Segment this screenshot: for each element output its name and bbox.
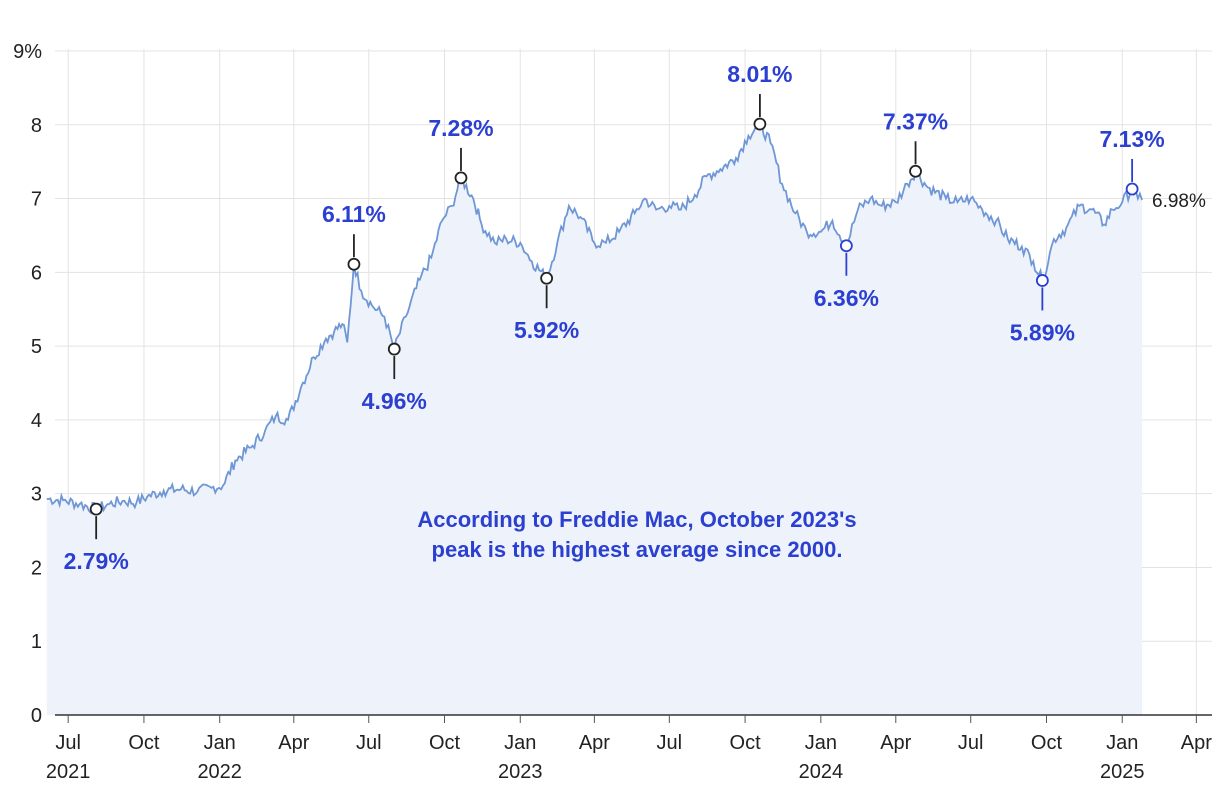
note-line: According to Freddie Mac, October 2023's [417,507,856,532]
y-tick-label: 7 [31,189,42,211]
annotation-2.79%: 2.79% [64,502,129,574]
annotation-8.01%: 8.01% [727,61,793,131]
annotation-marker [753,117,767,131]
y-tick-label: 0 [31,705,42,727]
y-tick-label: 2 [31,557,42,579]
x-tick-label: Jul [55,732,81,754]
annotation-marker [1035,274,1049,287]
annotation-marker [454,171,468,185]
annotation-label: 6.11% [322,201,386,227]
annotation-6.36%: 6.36% [814,239,879,311]
annotation-marker [1125,182,1139,196]
y-tick-label: 8 [31,115,42,137]
x-tick-label: Apr [278,732,309,754]
x-tick-label: Jan [805,732,837,754]
annotation-marker [839,239,853,253]
x-tick-year: 2021 [46,761,91,783]
x-tick-label: Jan [1106,732,1138,754]
x-tick-label: Apr [579,732,610,754]
annotation-label: 5.89% [1010,319,1075,345]
y-tick-label: 6 [31,262,42,284]
annotation-marker [540,271,554,285]
annotation-marker [387,342,401,356]
annotation-label: 7.13% [1100,126,1165,152]
annotation-4.96%: 4.96% [362,342,427,414]
series-area [46,120,1142,716]
x-tick-label: Jul [657,732,683,754]
x-tick-label: Jul [958,732,984,754]
x-tick-year: 2022 [197,761,242,783]
x-tick-year: 2025 [1100,761,1145,783]
annotation-label: 5.92% [514,317,579,343]
annotation-7.37%: 7.37% [883,108,948,178]
annotations: 2.79% 6.11% 4.96% 7.28% 5.92% 8.01% 6.36% 7.37%… [64,61,1165,574]
annotation-label: 2.79% [64,548,129,574]
x-tick-label: Oct [128,732,160,754]
x-tick-label: Jan [504,732,536,754]
annotation-7.28%: 7.28% [428,115,494,185]
y-tick-label: 5 [31,336,42,358]
annotation-label: 6.36% [814,285,879,311]
chart-note: According to Freddie Mac, October 2023's… [417,507,856,562]
x-tick-label: Jan [204,732,236,754]
annotation-marker [347,257,361,271]
annotation-5.92%: 5.92% [514,271,579,343]
annotation-label: 7.28% [428,115,493,141]
annotation-label: 8.01% [727,61,792,87]
x-tick-year: 2023 [498,761,543,783]
x-tick-label: Oct [730,732,762,754]
end-value: 6.98% [1152,191,1206,212]
x-tick-label: Jul [356,732,382,754]
annotation-7.13%: 7.13% [1100,126,1165,196]
x-tick-label: Oct [429,732,461,754]
x-tick-label: Oct [1031,732,1063,754]
x-tick-label: Apr [1181,732,1212,754]
y-tick-label: 1 [31,631,42,653]
annotation-5.89%: 5.89% [1010,274,1075,345]
x-tick-year: 2024 [799,761,844,783]
y-tick-label: 4 [31,410,42,432]
annotation-label: 4.96% [362,388,427,414]
annotation-marker [909,164,922,178]
y-tick-label: 9% [13,41,42,63]
note-line: peak is the highest average since 2000. [432,537,843,562]
y-axis-ticks: 9% 8 7 6 5 4 3 2 1 0 [13,41,42,727]
annotation-6.11%: 6.11% [322,201,386,271]
x-tick-label: Apr [880,732,911,754]
series-line [46,118,1143,516]
end-value-label: 6.98% [1152,191,1206,212]
x-axis-ticks: Jul 2021 Oct Jan 2022 Apr Jul Oct Jan 2023 Apr Jul O… [46,715,1212,783]
y-tick-label: 3 [31,484,42,506]
annotation-marker [89,502,103,516]
annotation-label: 7.37% [883,108,948,134]
